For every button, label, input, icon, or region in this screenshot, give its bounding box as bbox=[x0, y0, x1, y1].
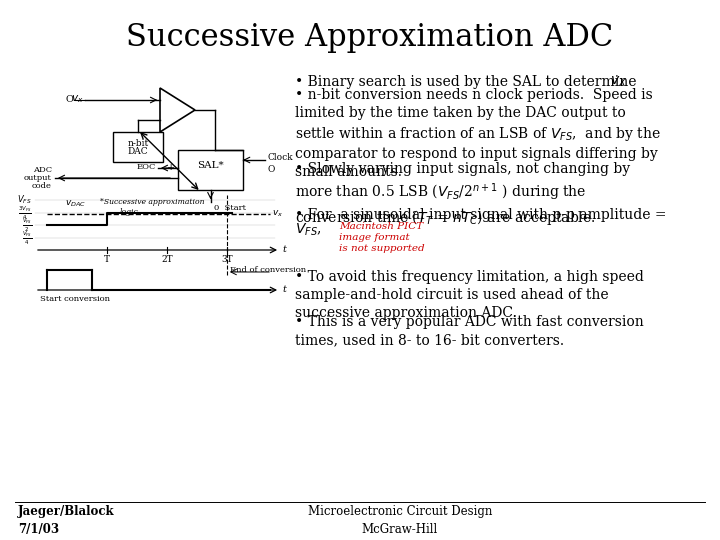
Text: Microelectronic Circuit Design
McGraw-Hill: Microelectronic Circuit Design McGraw-Hi… bbox=[308, 505, 492, 536]
Text: n-bit: n-bit bbox=[127, 138, 148, 147]
Text: $\frac{V_{FS}}{4}$: $\frac{V_{FS}}{4}$ bbox=[22, 230, 32, 247]
Text: • Binary search is used by the SAL to determine: • Binary search is used by the SAL to de… bbox=[295, 75, 641, 89]
Text: End of conversion: End of conversion bbox=[230, 266, 306, 274]
Text: $v_{DAC}$: $v_{DAC}$ bbox=[65, 199, 86, 209]
Text: Start conversion: Start conversion bbox=[40, 295, 110, 303]
Text: t: t bbox=[282, 246, 286, 254]
Text: Clock: Clock bbox=[267, 153, 292, 163]
Text: 3T: 3T bbox=[221, 255, 233, 264]
Text: $V_{FS}$,: $V_{FS}$, bbox=[295, 222, 322, 238]
Text: $v_X$: $v_X$ bbox=[610, 75, 627, 90]
Text: $v_x$: $v_x$ bbox=[71, 93, 83, 105]
Text: *Successive approximation: *Successive approximation bbox=[100, 198, 204, 206]
Text: O: O bbox=[267, 165, 274, 173]
Text: Jaeger/Blalock
7/1/03: Jaeger/Blalock 7/1/03 bbox=[18, 505, 114, 536]
Text: ADC: ADC bbox=[33, 166, 52, 174]
Text: 2T: 2T bbox=[161, 255, 173, 264]
Text: logic: logic bbox=[120, 208, 139, 216]
Text: DAC: DAC bbox=[127, 147, 148, 157]
Text: $v_x$: $v_x$ bbox=[272, 209, 283, 219]
Text: Successive Approximation ADC: Successive Approximation ADC bbox=[127, 22, 613, 53]
Text: • This is a very popular ADC with fast conversion
times, used in 8- to 16- bit c: • This is a very popular ADC with fast c… bbox=[295, 315, 644, 347]
Text: $V_{FS}$: $V_{FS}$ bbox=[17, 194, 32, 206]
Bar bbox=[113, 132, 163, 162]
Text: Macintosh PICT
image format
is not supported: Macintosh PICT image format is not suppo… bbox=[339, 222, 425, 253]
Text: • To avoid this frequency limitation, a high speed
sample-and-hold circuit is us: • To avoid this frequency limitation, a … bbox=[295, 271, 644, 320]
Text: +: + bbox=[167, 163, 175, 172]
Text: T: T bbox=[104, 255, 110, 264]
Text: O: O bbox=[65, 94, 73, 104]
Text: code: code bbox=[32, 182, 52, 190]
Text: • For  a sinusoidal input signal with p-p amplitude =: • For a sinusoidal input signal with p-p… bbox=[295, 208, 667, 222]
Text: EOC: EOC bbox=[137, 163, 156, 171]
Bar bbox=[178, 150, 243, 190]
Text: SAL*: SAL* bbox=[197, 161, 224, 171]
Text: output: output bbox=[24, 174, 52, 182]
Text: • Slowly varying input signals, not changing by
more than 0.5 LSB ($V_{FS}$/2$^{: • Slowly varying input signals, not chan… bbox=[295, 162, 630, 227]
Text: $\frac{V_{FS}}{2}$: $\frac{V_{FS}}{2}$ bbox=[22, 217, 32, 234]
Text: 0  Start: 0 Start bbox=[214, 204, 246, 212]
Text: • n-bit conversion needs n clock periods.  Speed is
limited by the time taken by: • n-bit conversion needs n clock periods… bbox=[295, 89, 661, 179]
Text: t: t bbox=[282, 286, 286, 294]
Text: $\frac{3V_{FS}}{4}$: $\frac{3V_{FS}}{4}$ bbox=[18, 204, 32, 221]
